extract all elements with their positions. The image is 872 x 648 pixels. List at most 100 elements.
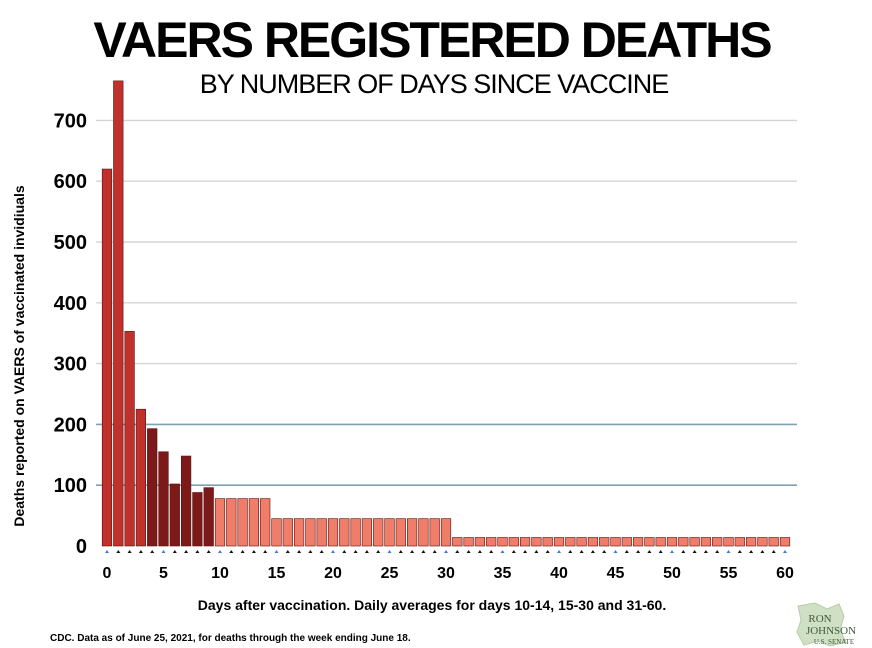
x-tick-label: 35: [494, 565, 512, 582]
bar-day-15: [271, 518, 282, 547]
bar-day-31: [452, 537, 463, 547]
day-marker: [511, 550, 516, 553]
bar-day-29: [429, 518, 440, 547]
logo-line-1: RON: [808, 613, 831, 625]
day-marker: [455, 550, 460, 553]
day-marker: [105, 550, 109, 553]
day-marker: [195, 550, 200, 553]
bar-day-16: [282, 518, 293, 547]
day-marker: [297, 550, 302, 553]
bar-day-53: [700, 537, 711, 547]
bar-day-12: [237, 498, 248, 547]
x-tick-label: 40: [550, 565, 568, 582]
bar-day-38: [531, 537, 542, 547]
y-tick-label: 200: [54, 414, 87, 436]
y-tick-label: 700: [54, 110, 87, 132]
day-marker: [613, 550, 618, 553]
day-marker: [477, 550, 482, 553]
bar-day-49: [655, 537, 666, 547]
bar-day-22: [350, 518, 361, 547]
bar-day-28: [418, 518, 429, 547]
bar-day-4: [147, 428, 158, 547]
bar-day-18: [305, 518, 316, 547]
day-marker: [636, 550, 641, 553]
x-tick-label: 55: [720, 565, 738, 582]
bar-day-59: [768, 537, 779, 547]
x-tick-label: 60: [776, 565, 794, 582]
day-marker: [624, 550, 629, 553]
day-marker: [319, 550, 324, 553]
bar-day-9: [203, 487, 214, 547]
day-marker: [783, 550, 787, 553]
day-marker: [568, 550, 573, 553]
day-marker: [240, 550, 245, 553]
bar-day-24: [373, 518, 384, 547]
day-marker: [692, 550, 697, 553]
bar-day-39: [542, 537, 553, 547]
x-tick-label: 25: [381, 565, 399, 582]
day-marker: [308, 550, 313, 553]
bar-day-36: [508, 537, 519, 547]
day-marker: [398, 550, 403, 553]
bar-day-19: [316, 518, 327, 547]
y-tick-label: 300: [54, 354, 87, 376]
day-markers: [105, 550, 787, 553]
day-marker: [489, 550, 494, 553]
day-marker: [342, 550, 347, 553]
bars: [101, 80, 791, 547]
day-marker: [184, 550, 189, 553]
day-marker: [444, 550, 448, 553]
bar-day-25: [384, 518, 395, 547]
bar-day-44: [599, 537, 610, 547]
day-marker: [410, 550, 415, 553]
day-marker: [557, 550, 561, 553]
day-marker: [251, 550, 256, 553]
bar-day-17: [293, 518, 305, 547]
bar-day-51: [678, 537, 689, 547]
y-axis-label: Deaths reported on VAERS of vaccinated i…: [11, 185, 27, 526]
x-tick-label: 5: [159, 565, 168, 582]
source-note: CDC. Data as of June 25, 2021, for death…: [50, 633, 411, 644]
x-tick-label: 30: [437, 565, 455, 582]
bar-day-8: [192, 492, 203, 547]
day-marker: [658, 550, 663, 553]
bar-day-42: [576, 537, 587, 547]
bar-day-2: [124, 331, 135, 547]
bar-day-48: [644, 537, 655, 547]
x-tick-label: 0: [103, 565, 112, 582]
bar-day-47: [632, 537, 644, 547]
bar-day-40: [553, 537, 565, 547]
bar-day-1: [113, 80, 124, 547]
chart-title: VAERS REGISTERED DEATHS: [93, 12, 771, 68]
bar-day-14: [260, 498, 271, 547]
y-tick-label: 0: [76, 536, 87, 558]
bar-day-10: [214, 498, 226, 547]
day-marker: [421, 550, 426, 553]
ron-johnson-senate-logo: RON JOHNSON U.S. SENATE: [796, 602, 856, 647]
bar-day-52: [689, 537, 700, 547]
x-tick-label: 15: [268, 565, 286, 582]
logo-line-3: U.S. SENATE: [814, 638, 854, 646]
bar-day-21: [339, 518, 350, 547]
x-tick-label: 45: [607, 565, 625, 582]
bar-day-20: [327, 518, 339, 547]
bar-day-23: [361, 518, 373, 547]
day-marker: [681, 550, 686, 553]
bar-day-30: [440, 518, 452, 547]
day-marker: [206, 550, 211, 553]
day-marker: [647, 550, 652, 553]
bar-day-11: [226, 498, 237, 547]
day-marker: [771, 550, 776, 553]
bar-day-34: [486, 537, 497, 547]
bar-day-43: [587, 537, 598, 547]
day-marker: [127, 550, 132, 553]
day-marker: [364, 550, 369, 553]
bar-day-41: [565, 537, 576, 547]
day-marker: [590, 550, 595, 553]
bar-day-58: [757, 537, 768, 547]
day-marker: [285, 550, 290, 553]
day-marker: [760, 550, 765, 553]
y-tick-label: 400: [54, 293, 87, 315]
x-tick-label: 10: [211, 565, 229, 582]
